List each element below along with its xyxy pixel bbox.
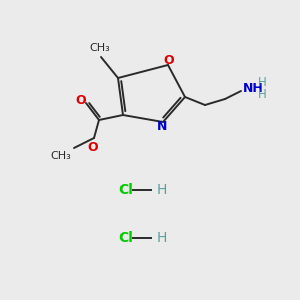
- Text: CH₃: CH₃: [90, 43, 110, 53]
- Text: Cl: Cl: [118, 183, 133, 197]
- Text: Cl: Cl: [118, 231, 133, 245]
- Text: H: H: [157, 231, 167, 245]
- Text: H: H: [157, 183, 167, 197]
- Text: N: N: [157, 121, 167, 134]
- Text: O: O: [164, 55, 174, 68]
- Text: O: O: [88, 141, 98, 154]
- Text: H: H: [258, 76, 267, 88]
- Text: CH₃: CH₃: [50, 151, 71, 161]
- Text: O: O: [76, 94, 86, 107]
- Text: NH: NH: [243, 82, 264, 95]
- Text: H: H: [258, 88, 267, 100]
